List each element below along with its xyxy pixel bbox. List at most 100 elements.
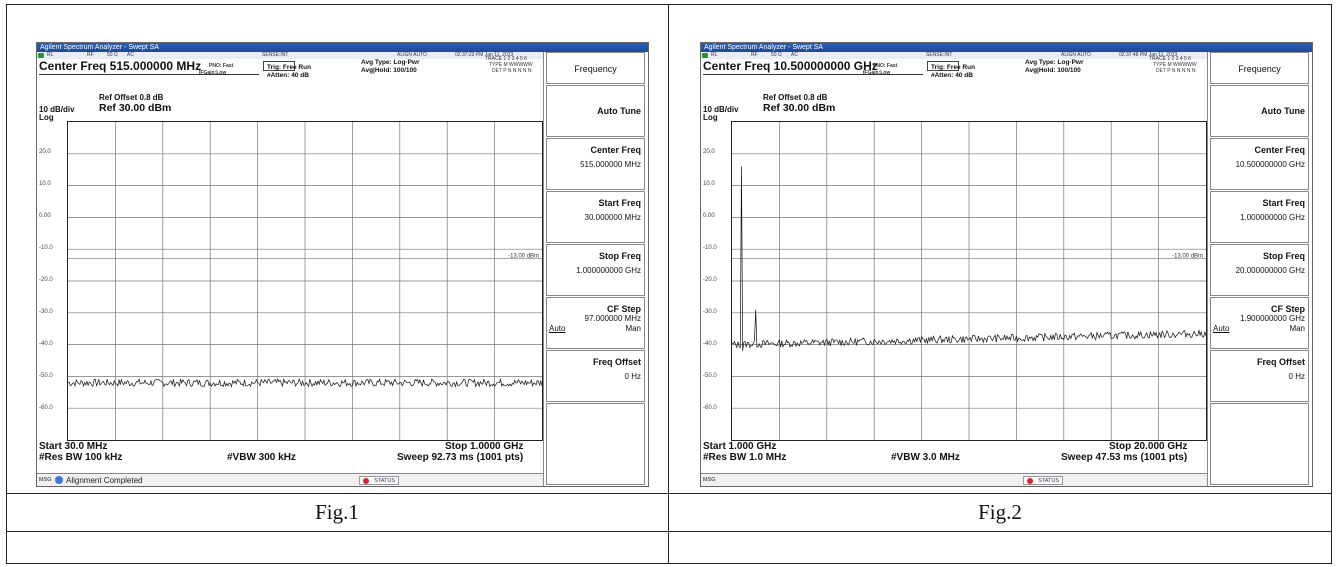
scale-label: 10 dB/div: [703, 105, 739, 114]
vbw-readout: #VBW 300 kHz: [227, 452, 296, 463]
coupling-indicator: AC: [127, 52, 134, 58]
status-button[interactable]: STATUS: [359, 476, 399, 485]
softkey-cf-step[interactable]: CF Step 1.900000000 GHz Auto Man: [1210, 297, 1309, 349]
scale-label: 10 dB/div: [39, 105, 75, 114]
y-axis-tick-label: -10.0: [703, 245, 717, 251]
display-line-label: -13.00 dBm: [508, 254, 539, 260]
stop-freq-readout: Stop 1.0000 GHz: [445, 441, 524, 452]
trace-line: TRACE 1 2 3 4 5 6: [485, 56, 527, 62]
softkey-panel: Frequency Auto Tune Center Freq 10.500000…: [1207, 52, 1312, 486]
sweep-footer: Start 30.0 MHz Stop 1.0000 GHz #Res BW 1…: [37, 441, 543, 471]
ref-offset: Ref Offset 0.8 dB: [99, 93, 164, 102]
softkey-blank: [1210, 403, 1309, 485]
y-axis-tick-label: -10.0: [39, 245, 53, 251]
log-label: Log: [703, 113, 718, 122]
softkey-auto-tune[interactable]: Auto Tune: [1210, 85, 1309, 137]
ref-level: Ref 30.00 dBm: [763, 102, 836, 114]
info-icon: [55, 476, 63, 484]
rbw-readout: #Res BW 1.0 MHz: [703, 452, 787, 463]
softkey-auto-tune[interactable]: Auto Tune: [546, 85, 645, 137]
center-freq-readout: Center Freq 10.500000000 GHz: [703, 59, 878, 73]
status-icon: [1027, 478, 1033, 484]
trig-label: Trig: Free Run: [931, 64, 976, 71]
spectrum-trace: [732, 166, 1206, 352]
det-line: DET P N N N N N: [492, 68, 532, 74]
softkey-start-freq[interactable]: Start Freq 30.000000 MHz: [546, 191, 645, 243]
sense-indicator: SENSE:INT: [926, 52, 953, 58]
y-axis-tick-label: -40.0: [703, 341, 717, 347]
datetime: 02:37:23 PM Jan 11, 2023: [455, 52, 514, 58]
start-freq-readout: Start 1.000 GHz: [703, 441, 777, 452]
vbw-readout: #VBW 3.0 MHz: [891, 452, 960, 463]
led-indicator-icon: [702, 53, 708, 58]
softkey-panel: Frequency Auto Tune Center Freq 515.00000…: [543, 52, 648, 486]
align-indicator: ALIGN AUTO: [1061, 52, 1091, 58]
table-row-divider: [6, 531, 1332, 532]
led-indicator-icon: [38, 53, 44, 58]
y-axis-tick-label: -20.0: [39, 277, 53, 283]
table-divider: [668, 4, 669, 564]
y-axis-tick-label: -50.0: [703, 373, 717, 379]
softkey-center-freq[interactable]: Center Freq 10.500000000 GHz: [1210, 138, 1309, 190]
softkey-start-freq[interactable]: Start Freq 1.000000000 GHz: [1210, 191, 1309, 243]
type-line: TYPE M WWWWW: [489, 62, 533, 68]
figure-table: [6, 4, 1332, 564]
msg-label: MSG: [39, 477, 52, 483]
softkey-stop-freq[interactable]: Stop Freq 1.000000000 GHz: [546, 244, 645, 296]
sense-indicator: SENSE:INT: [262, 52, 289, 58]
caption-fig2: Fig.2: [978, 500, 1022, 524]
y-axis-tick-label: 0.00: [39, 213, 51, 219]
atten-label: #Atten: 40 dB: [931, 72, 973, 79]
status-icon: [363, 478, 369, 484]
table-row-divider: [6, 493, 1332, 494]
pno-box: [927, 61, 959, 71]
rbw-readout: #Res BW 100 kHz: [39, 452, 123, 463]
avg-hold-label: Avg|Hold: 100/100: [1025, 67, 1081, 74]
y-axis-tick-label: 10.0: [703, 181, 715, 187]
pno-label: PNO: Fast: [209, 63, 234, 69]
softkey-cf-step[interactable]: CF Step 97.000000 MHz Auto Man: [546, 297, 645, 349]
type-line: TYPE M WWWWW: [1153, 62, 1197, 68]
y-axis-tick-label: 10.0: [39, 181, 51, 187]
y-axis-tick-label: -20.0: [703, 277, 717, 283]
message-bar: MSG Alignment Completed STATUS: [37, 473, 543, 486]
pno-label: PNO: Fast: [873, 63, 898, 69]
ifgain-label: IFGain:Low: [863, 70, 891, 76]
softkey-center-freq[interactable]: Center Freq 515.000000 MHz: [546, 138, 645, 190]
panel-title: Frequency: [1210, 52, 1309, 84]
softkey-stop-freq[interactable]: Stop Freq 20.000000000 GHz: [1210, 244, 1309, 296]
ref-level: Ref 30.00 dBm: [99, 102, 172, 114]
trig-label: Trig: Free Run: [267, 64, 312, 71]
status-button[interactable]: STATUS: [1023, 476, 1063, 485]
rl-indicator: RL: [47, 52, 54, 58]
softkey-freq-offset[interactable]: Freq Offset 0 Hz: [1210, 350, 1309, 402]
message-bar: MSG STATUS: [701, 473, 1207, 486]
start-freq-readout: Start 30.0 MHz: [39, 441, 108, 452]
window-title: Agilent Spectrum Analyzer - Swept SA: [37, 43, 648, 52]
spectrum-graph[interactable]: -13.00 dBm: [731, 121, 1207, 441]
rf-indicator: RF: [751, 52, 758, 58]
y-axis-tick-label: -40.0: [39, 341, 53, 347]
y-axis-tick-label: 20.0: [703, 149, 715, 155]
ifgain-label: IFGain:Low: [199, 70, 227, 76]
rl-indicator: RL: [711, 52, 718, 58]
msg-text: Alignment Completed: [66, 476, 143, 485]
rf-indicator: RF: [87, 52, 94, 58]
sweep-readout: Sweep 92.73 ms (1001 pts): [397, 452, 524, 463]
display-line-label: -13.00 dBm: [1172, 254, 1203, 260]
softkey-freq-offset[interactable]: Freq Offset 0 Hz: [546, 350, 645, 402]
y-axis-tick-label: -60.0: [39, 405, 53, 411]
spectrum-graph[interactable]: -13.00 dBm: [67, 121, 543, 441]
atten-label: #Atten: 40 dB: [267, 72, 309, 79]
impedance-indicator: 50 Ω: [107, 52, 118, 58]
det-line: DET P N N N N N: [1156, 68, 1196, 74]
coupling-indicator: AC: [791, 52, 798, 58]
center-freq-readout: Center Freq 515.000000 MHz: [39, 59, 202, 73]
datetime: 02:37:48 PM Jan 11, 2023: [1119, 52, 1178, 58]
trace-line: TRACE 1 2 3 4 5 6: [1149, 56, 1191, 62]
msg-label: MSG: [703, 477, 716, 483]
sweep-readout: Sweep 47.53 ms (1001 pts): [1061, 452, 1188, 463]
ref-offset: Ref Offset 0.8 dB: [763, 93, 828, 102]
align-indicator: ALIGN AUTO: [397, 52, 427, 58]
y-axis-tick-label: -60.0: [703, 405, 717, 411]
